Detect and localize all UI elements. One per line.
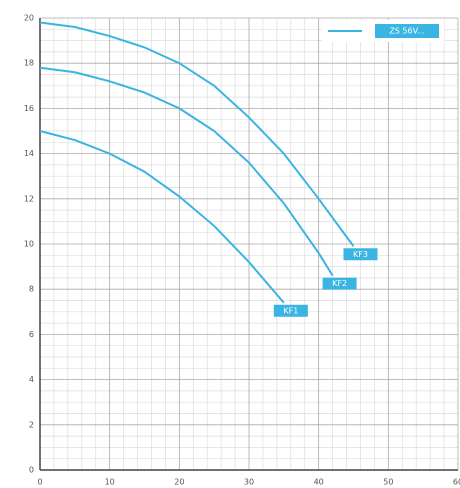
curve-label: KF1: [283, 306, 298, 315]
series-line: [39, 66, 334, 277]
x-tick-label: 40: [314, 478, 324, 487]
x-tick-label: 20: [174, 478, 184, 487]
curve-label: KF3: [353, 250, 368, 259]
curve-label-box: [322, 277, 357, 290]
x-tick-label: 0: [37, 478, 42, 487]
series-line: [39, 130, 285, 304]
y-tick-label: 20: [24, 14, 34, 23]
y-tick-label: 16: [24, 104, 34, 113]
y-tick-label: 18: [24, 59, 34, 68]
y-tick-label: 0: [29, 466, 34, 475]
x-tick-label: 30: [244, 478, 254, 487]
curve-label-box: [273, 304, 308, 317]
y-tick-label: 12: [24, 194, 34, 203]
y-tick-label: 6: [29, 330, 34, 339]
series-line: [39, 21, 355, 247]
y-tick-label: 14: [24, 149, 34, 158]
y-tick-label: 10: [24, 240, 34, 249]
x-tick-label: 10: [105, 478, 115, 487]
y-tick-label: 8: [29, 285, 34, 294]
legend-label: ZS 56V...: [389, 27, 424, 36]
x-tick-label: 60: [453, 478, 460, 487]
curve-label-box: [343, 248, 378, 261]
curve-label: KF2: [332, 279, 347, 288]
y-tick-label: 4: [29, 375, 34, 384]
legend-box: [375, 24, 439, 38]
y-tick-label: 2: [29, 420, 34, 429]
x-tick-label: 50: [383, 478, 393, 487]
